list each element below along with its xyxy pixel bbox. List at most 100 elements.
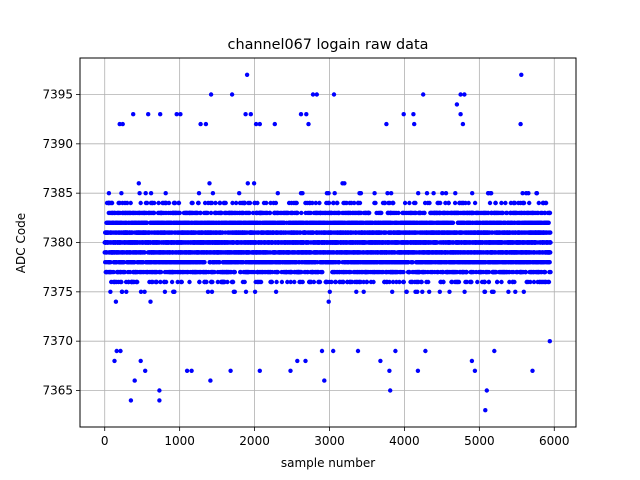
data-point bbox=[190, 200, 195, 206]
data-point bbox=[420, 289, 425, 294]
data-point bbox=[212, 269, 217, 275]
data-point bbox=[208, 210, 214, 216]
data-point bbox=[267, 210, 273, 216]
data-point bbox=[273, 289, 279, 294]
data-point bbox=[144, 220, 149, 225]
data-point bbox=[196, 191, 202, 196]
data-point bbox=[128, 200, 133, 206]
data-point bbox=[295, 210, 300, 216]
data-point bbox=[326, 200, 332, 206]
data-point bbox=[210, 191, 216, 196]
data-point bbox=[292, 279, 297, 285]
data-point bbox=[470, 191, 475, 196]
data-point bbox=[135, 279, 140, 285]
data-point bbox=[396, 210, 401, 216]
data-point bbox=[389, 191, 394, 196]
data-point bbox=[172, 200, 178, 206]
data-point bbox=[205, 210, 210, 216]
data-point bbox=[416, 191, 421, 196]
data-point bbox=[148, 191, 154, 196]
data-point bbox=[187, 279, 192, 285]
data-point bbox=[274, 279, 279, 285]
data-point bbox=[251, 181, 257, 186]
data-point bbox=[148, 299, 153, 304]
data-point bbox=[217, 260, 222, 265]
data-point bbox=[264, 200, 269, 206]
data-point bbox=[255, 200, 260, 206]
data-point bbox=[311, 279, 317, 285]
data-point bbox=[320, 269, 325, 275]
data-point bbox=[175, 279, 180, 285]
data-point bbox=[237, 191, 242, 196]
data-point bbox=[426, 279, 431, 285]
data-point bbox=[415, 289, 420, 294]
data-point bbox=[258, 279, 264, 285]
data-point bbox=[447, 289, 452, 294]
data-point bbox=[202, 260, 207, 265]
data-point bbox=[152, 200, 157, 206]
data-point bbox=[452, 200, 458, 206]
data-points bbox=[102, 72, 553, 413]
data-point bbox=[106, 191, 112, 196]
data-point bbox=[404, 289, 409, 294]
data-point bbox=[127, 269, 133, 275]
data-point bbox=[156, 200, 161, 206]
data-point bbox=[427, 289, 432, 294]
data-point bbox=[469, 279, 474, 285]
data-point bbox=[441, 279, 446, 285]
data-point bbox=[354, 289, 359, 294]
data-point bbox=[438, 200, 443, 206]
data-point bbox=[364, 279, 370, 285]
data-point bbox=[437, 289, 442, 294]
data-point bbox=[223, 200, 228, 206]
data-point bbox=[113, 299, 119, 304]
data-point bbox=[300, 279, 305, 285]
data-point bbox=[154, 279, 159, 285]
data-point bbox=[177, 210, 182, 216]
data-point bbox=[142, 289, 147, 294]
data-point bbox=[275, 269, 281, 275]
data-point bbox=[158, 279, 163, 285]
data-point bbox=[453, 191, 458, 196]
data-point bbox=[166, 200, 172, 206]
data-point bbox=[205, 289, 211, 294]
data-point bbox=[124, 289, 129, 294]
data-point bbox=[269, 279, 275, 285]
data-point bbox=[225, 279, 230, 285]
data-point bbox=[390, 289, 395, 294]
data-point bbox=[122, 269, 128, 275]
data-point bbox=[300, 191, 305, 196]
data-point bbox=[245, 181, 250, 186]
data-point bbox=[108, 260, 113, 265]
data-point bbox=[352, 200, 357, 206]
data-point bbox=[196, 200, 201, 206]
data-point bbox=[108, 289, 113, 294]
data-point bbox=[372, 191, 377, 196]
data-point bbox=[317, 200, 322, 206]
data-point bbox=[213, 200, 218, 206]
data-point bbox=[462, 289, 467, 294]
data-point bbox=[197, 279, 202, 285]
data-point bbox=[427, 200, 432, 206]
data-point bbox=[204, 279, 209, 285]
data-point bbox=[335, 200, 340, 206]
data-point bbox=[373, 200, 378, 206]
data-point bbox=[232, 289, 237, 294]
data-point bbox=[163, 279, 169, 285]
data-point bbox=[143, 191, 148, 196]
data-point bbox=[179, 279, 184, 285]
data-point bbox=[357, 200, 363, 206]
data-point bbox=[172, 289, 177, 294]
data-point bbox=[332, 191, 337, 196]
data-point bbox=[299, 210, 304, 216]
data-point bbox=[215, 279, 220, 285]
data-point bbox=[162, 289, 168, 294]
data-point bbox=[317, 279, 323, 285]
data-point bbox=[136, 181, 141, 186]
data-point bbox=[273, 200, 279, 206]
data-point bbox=[424, 191, 430, 196]
data-point bbox=[125, 200, 130, 206]
data-point bbox=[466, 200, 471, 206]
data-point bbox=[219, 210, 224, 216]
